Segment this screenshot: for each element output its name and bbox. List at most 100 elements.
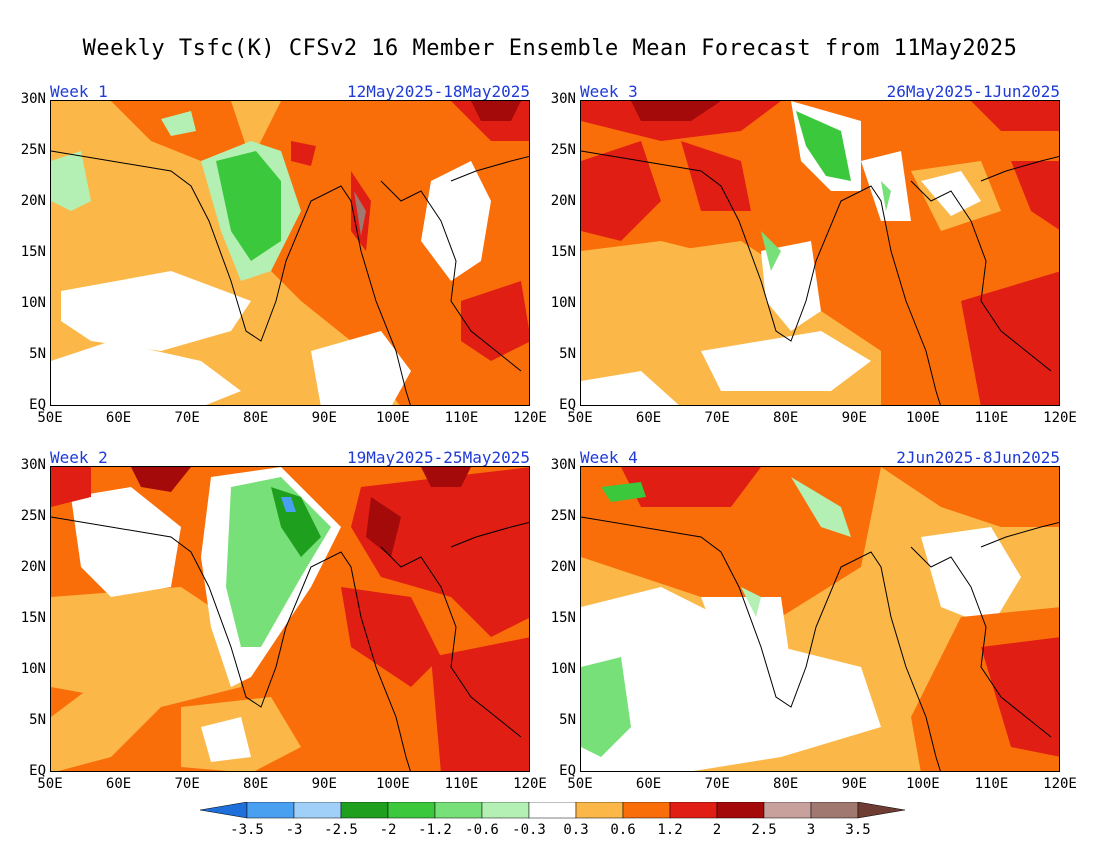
week-label: Week 1 xyxy=(50,82,108,101)
colorbar-tick-label: 0.3 xyxy=(563,822,589,838)
lat-tick-label: 25N xyxy=(550,142,576,158)
lon-tick-label: 80E xyxy=(773,410,799,426)
lat-tick-label: 10N xyxy=(20,661,46,677)
lon-tick-label: 120E xyxy=(513,410,547,426)
lat-tick-label: 15N xyxy=(20,244,46,260)
lon-tick-label: 110E xyxy=(444,776,479,792)
lon-tick-label: 120E xyxy=(1043,776,1077,792)
lat-tick-label: 20N xyxy=(550,559,576,575)
lat-tick-label: 20N xyxy=(550,193,576,209)
lat-tick-label: 5N xyxy=(29,346,46,362)
colorbar-swatch xyxy=(857,801,906,819)
week-label: Week 4 xyxy=(580,448,638,467)
lon-tick-label: 80E xyxy=(773,776,799,792)
map-panel-week-4: Week 4 2Jun2025-8Jun2025 30N 25N 20N 15N 10N… xyxy=(551,448,1077,792)
date-range-label: 12May2025-18May2025 xyxy=(346,82,530,101)
colorbar-swatches xyxy=(199,801,906,819)
lon-tick-label: 100E xyxy=(375,776,410,792)
colorbar-legend: -3.5 -3 -2.5 -2 -1.2 -0.6 -0.3 0.3 0.6 1.2 2 2.5 3 3.… xyxy=(199,801,910,846)
map-panel-week-2: Week 2 19May2025-25May2025 30N 25N 20 xyxy=(21,448,547,792)
colorbar-tick-label: -3 xyxy=(285,822,303,838)
anomaly-field xyxy=(581,101,1059,405)
colorbar-swatch xyxy=(293,801,342,819)
lon-tick-label: 90E xyxy=(841,776,867,792)
lat-tick-label: 5N xyxy=(559,712,576,728)
date-range-label: 26May2025-1Jun2025 xyxy=(886,82,1060,101)
lat-tick-label: 10N xyxy=(20,295,46,311)
lat-tick-label: EQ xyxy=(29,763,46,779)
lon-tick-label: 120E xyxy=(513,776,547,792)
colorbar-tick-label: -3.5 xyxy=(230,822,264,838)
lat-tick-label: 5N xyxy=(29,712,46,728)
lon-tick-label: 60E xyxy=(635,776,662,792)
anomaly-field xyxy=(581,467,1059,771)
lat-tick-label: 15N xyxy=(20,610,46,626)
colorbar-tick-label: 3 xyxy=(806,822,816,838)
lon-tick-label: 90E xyxy=(841,410,867,426)
lon-tick-label: 70E xyxy=(174,410,200,426)
lat-tick-label: 25N xyxy=(20,142,46,158)
map-panel-week-1: Week 1 12May2025-18May2025 30N 25N 20 xyxy=(21,82,547,426)
lon-tick-label: 100E xyxy=(905,776,940,792)
colorbar-swatch xyxy=(434,801,483,819)
lon-tick-label: 50E xyxy=(37,776,63,792)
colorbar-swatch xyxy=(246,801,295,819)
anomaly-field xyxy=(51,467,529,771)
lat-tick-label: 10N xyxy=(550,295,576,311)
lon-tick-label: 50E xyxy=(567,410,593,426)
lat-tick-label: EQ xyxy=(29,397,46,413)
colorbar-swatch xyxy=(716,801,765,819)
map-plot-area xyxy=(580,100,1060,406)
lat-tick-label: 25N xyxy=(550,508,576,524)
colorbar-swatch xyxy=(528,801,577,819)
colorbar-swatch xyxy=(387,801,436,819)
colorbar-tick-label: -2 xyxy=(379,822,397,838)
lat-tick-label: 5N xyxy=(559,346,576,362)
lat-tick-label: EQ xyxy=(559,763,576,779)
map-plot-area xyxy=(50,466,530,772)
lon-tick-label: 80E xyxy=(243,776,269,792)
lon-tick-label: 60E xyxy=(105,410,132,426)
lat-tick-label: 20N xyxy=(20,559,46,575)
lat-tick-label: 15N xyxy=(550,610,576,626)
colorbar-tick-label: 1.2 xyxy=(657,822,683,838)
lon-tick-label: 70E xyxy=(704,410,730,426)
lat-tick-label: 25N xyxy=(20,508,46,524)
colorbar-swatch xyxy=(481,801,530,819)
lat-tick-label: 10N xyxy=(550,661,576,677)
lon-tick-label: 70E xyxy=(704,776,730,792)
colorbar-swatch xyxy=(810,801,859,819)
lon-tick-label: 60E xyxy=(105,776,132,792)
date-range-label: 2Jun2025-8Jun2025 xyxy=(896,448,1060,467)
colorbar-tick-label: -2.5 xyxy=(324,822,358,838)
colorbar-swatch xyxy=(622,801,671,819)
lon-tick-label: 50E xyxy=(567,776,593,792)
lat-tick-label: 15N xyxy=(550,244,576,260)
chart-title: Weekly Tsfc(K) CFSv2 16 Member Ensemble … xyxy=(82,36,1018,61)
lon-tick-label: 120E xyxy=(1043,410,1077,426)
lon-tick-label: 80E xyxy=(243,410,269,426)
date-range-label: 19May2025-25May2025 xyxy=(346,448,530,467)
lon-tick-label: 50E xyxy=(37,410,63,426)
colorbar-swatch xyxy=(340,801,389,819)
lon-tick-label: 70E xyxy=(174,776,200,792)
lat-tick-label: EQ xyxy=(559,397,576,413)
map-plot-area xyxy=(580,466,1060,772)
lon-tick-label: 60E xyxy=(635,410,662,426)
colorbar-tick-label: 3.5 xyxy=(845,822,871,838)
map-panel-week-3: Week 3 26May2025-1Jun2025 xyxy=(551,82,1077,426)
week-label: Week 3 xyxy=(580,82,638,101)
lat-tick-label: 20N xyxy=(20,193,46,209)
colorbar-tick-label: 2 xyxy=(712,822,722,838)
colorbar-tick-label: 0.6 xyxy=(610,822,636,838)
lon-tick-label: 90E xyxy=(311,410,337,426)
lon-tick-label: 110E xyxy=(974,776,1009,792)
colorbar-tick-label: 2.5 xyxy=(751,822,777,838)
colorbar-tick-label: -0.6 xyxy=(465,822,499,838)
lat-tick-label: 30N xyxy=(550,457,576,473)
anomaly-field xyxy=(51,101,529,405)
lon-tick-label: 100E xyxy=(905,410,940,426)
lon-tick-label: 100E xyxy=(375,410,410,426)
colorbar-swatch xyxy=(763,801,812,819)
lon-tick-label: 110E xyxy=(444,410,479,426)
